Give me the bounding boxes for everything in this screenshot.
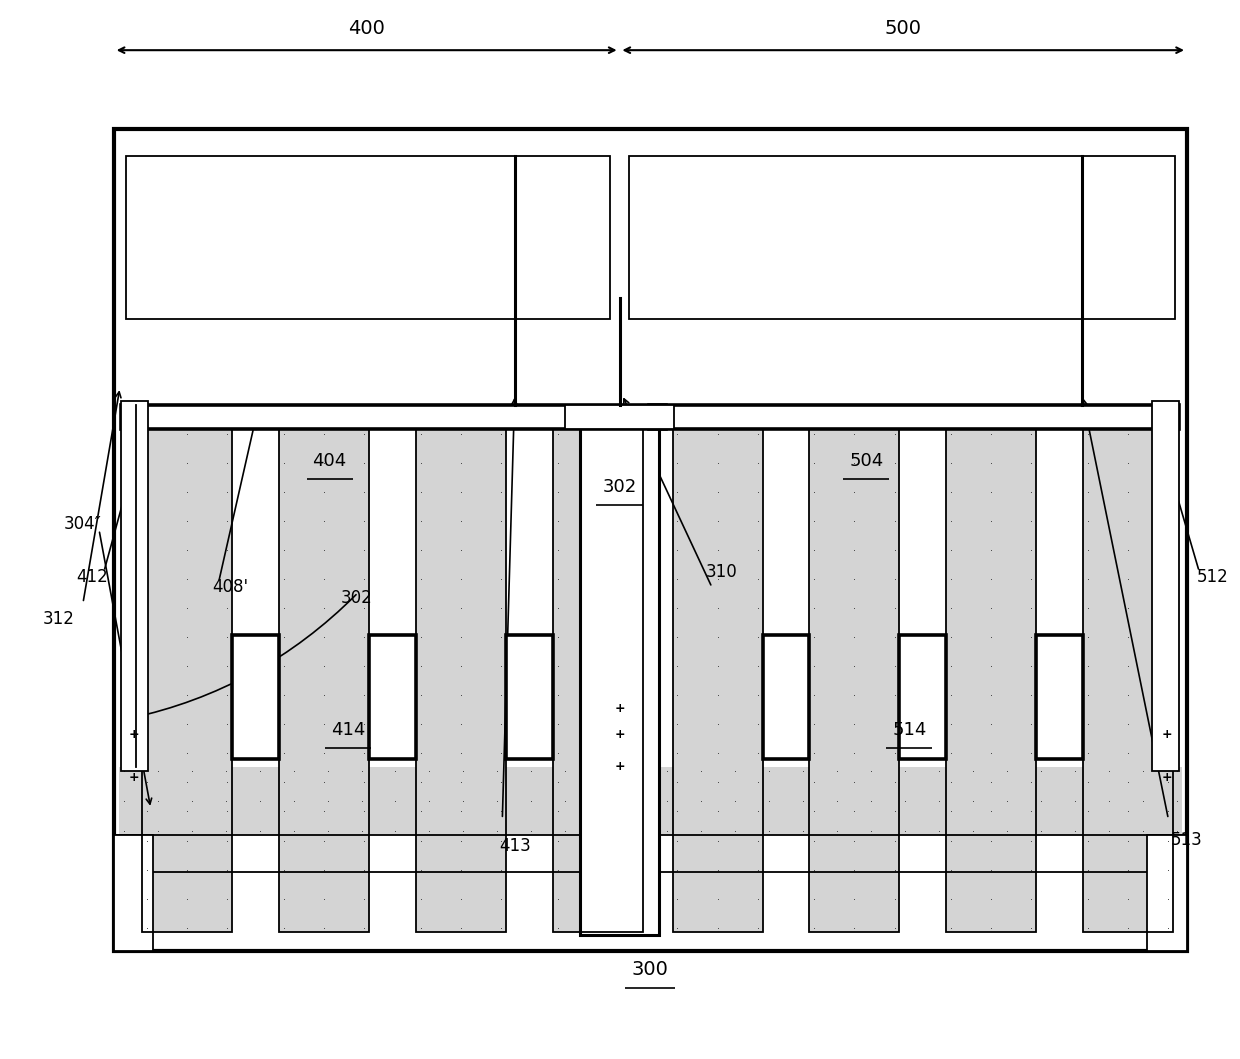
Text: +: +: [128, 729, 139, 741]
Text: 302: 302: [341, 589, 373, 607]
Text: +: +: [1162, 729, 1173, 741]
Text: +: +: [1162, 771, 1173, 784]
Text: 312: 312: [42, 610, 74, 628]
Bar: [810, 429, 899, 932]
Bar: [553, 429, 642, 932]
Bar: [279, 429, 370, 932]
Bar: [946, 429, 1037, 932]
Bar: [630, 156, 1174, 319]
Text: 408': 408': [212, 578, 248, 596]
Text: 504: 504: [849, 452, 883, 470]
Bar: [122, 401, 149, 771]
Text: 302: 302: [603, 479, 636, 497]
Text: +: +: [614, 729, 625, 741]
Text: +: +: [614, 760, 625, 773]
Bar: [763, 634, 810, 759]
Bar: [119, 767, 1182, 834]
Bar: [279, 429, 370, 932]
Bar: [1037, 634, 1084, 759]
Bar: [565, 406, 673, 429]
Text: 500: 500: [884, 19, 921, 37]
Bar: [946, 429, 1037, 932]
Bar: [143, 429, 232, 932]
Bar: [1084, 429, 1173, 932]
Bar: [810, 429, 899, 932]
Bar: [122, 406, 666, 429]
Bar: [1147, 834, 1187, 951]
Bar: [114, 129, 1187, 951]
Bar: [672, 429, 763, 932]
Bar: [672, 429, 763, 932]
Bar: [580, 406, 658, 935]
Text: 404: 404: [312, 452, 347, 470]
Bar: [899, 634, 946, 759]
Text: 310: 310: [706, 562, 738, 580]
Text: +: +: [614, 702, 625, 715]
Bar: [114, 834, 154, 951]
Bar: [415, 429, 506, 932]
Bar: [370, 634, 415, 759]
Bar: [649, 406, 1179, 429]
Bar: [1152, 401, 1179, 771]
Bar: [143, 429, 232, 932]
Bar: [232, 634, 279, 759]
Bar: [126, 156, 610, 319]
Text: 304″: 304″: [63, 516, 102, 534]
Bar: [1084, 429, 1173, 932]
Bar: [553, 429, 642, 932]
Text: +: +: [128, 771, 139, 784]
Text: 513: 513: [1171, 831, 1203, 849]
Bar: [415, 429, 506, 932]
Text: 414: 414: [331, 721, 366, 739]
Text: 412: 412: [76, 568, 108, 586]
Text: 512: 512: [1197, 568, 1229, 586]
Text: 300: 300: [632, 961, 668, 980]
Bar: [506, 634, 553, 759]
Text: 400: 400: [348, 19, 386, 37]
Text: 413: 413: [498, 837, 531, 855]
Text: 514: 514: [892, 721, 926, 739]
